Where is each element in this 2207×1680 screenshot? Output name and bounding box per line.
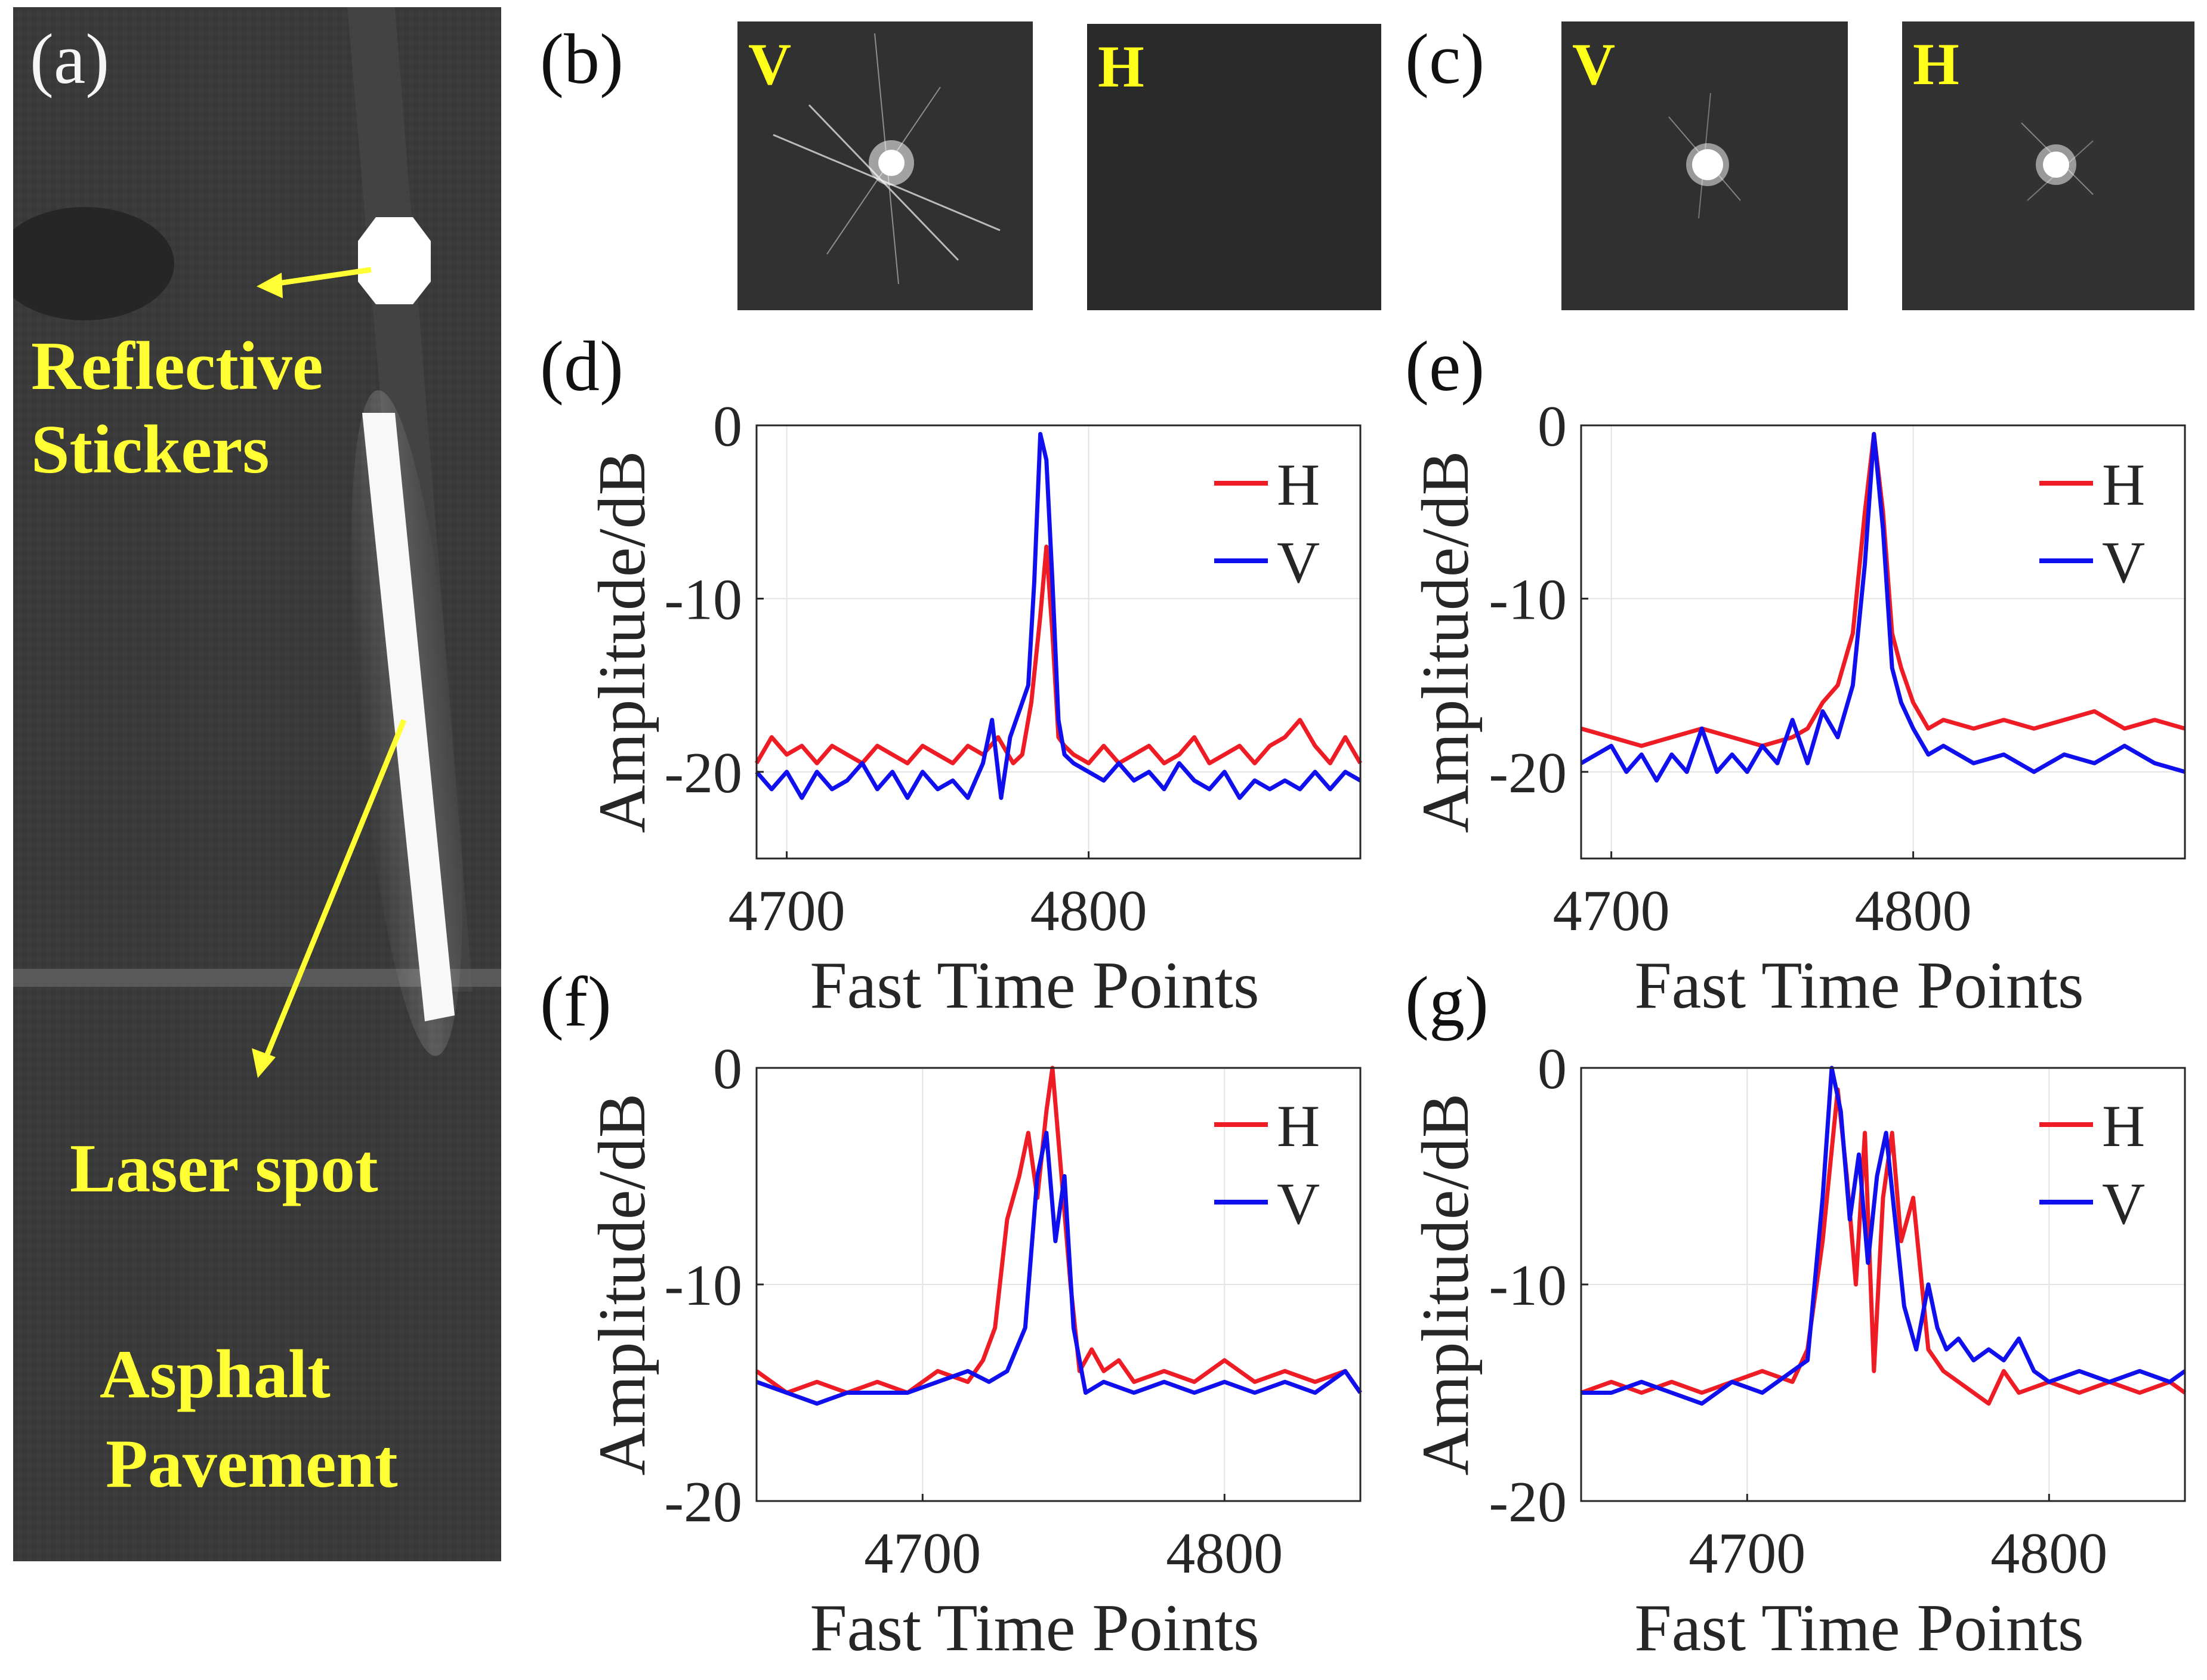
annotation-asphalt-2: Pavement (106, 1426, 398, 1502)
thumbnail-b-h-label: H (1098, 33, 1144, 100)
panel-label-g: (g) (1405, 962, 1489, 1041)
thumbnail-c-v: V (1561, 21, 1848, 310)
series-line-v (755, 432, 1362, 800)
legend-label-h: H (1277, 1093, 1320, 1159)
tick-label-x: 4800 (1166, 1521, 1283, 1586)
tick-label-y: -10 (1489, 1253, 1567, 1318)
axes-box (1580, 424, 2186, 860)
panel-label-b: (b) (540, 19, 623, 98)
panel-label-f: (f) (540, 962, 612, 1041)
series-line-v (755, 1131, 1362, 1406)
tick-label-x: 4800 (1855, 879, 1972, 943)
series-line-h (1581, 432, 2186, 748)
thumbnail-c-h-label: H (1913, 31, 1959, 97)
legend-label-h: H (2102, 1093, 2145, 1159)
tick-label-y: -20 (664, 741, 742, 805)
dark-shadow (13, 207, 174, 320)
tick-label-x: 4800 (1990, 1521, 2107, 1586)
tick-label-x: 4700 (1689, 1521, 1805, 1586)
tick-label-y: 0 (1538, 394, 1567, 459)
legend-label-v: V (1277, 529, 1320, 595)
thumbnail-b-v-label: V (748, 31, 792, 97)
thumbnail-c-v-label: V (1572, 31, 1616, 97)
tick-label-x: 4700 (729, 879, 845, 943)
axis-label-x: Fast Time Points (810, 949, 1259, 1023)
tick-label-y: -20 (1489, 1470, 1567, 1534)
tick-label-y: 0 (713, 1037, 742, 1101)
series-line-v (1581, 1066, 2187, 1406)
chart-d: 4700 4800 0 -10 -20 Fast Time Points Amplitude… (585, 394, 1363, 1023)
legend-label-h: H (2102, 452, 2145, 518)
chart-f: 4700 4800 0 -10 -20 Fast Time Points Amplitude… (585, 1037, 1362, 1665)
tick-label-x: 4700 (1553, 879, 1670, 943)
axis-label-y: Amplitude/dB (585, 1094, 659, 1476)
axis-label-x: Fast Time Points (1634, 1591, 2083, 1665)
axis-label-x: Fast Time Points (1634, 949, 2083, 1023)
thumbnail-b-v: V (737, 21, 1033, 310)
thumbnail-c-h: H (1902, 21, 2194, 310)
tick-label-y: -10 (664, 567, 742, 632)
legend-label-h: H (1277, 452, 1320, 518)
series-line-v (1580, 432, 2186, 783)
axis-label-y: Amplitude/dB (1409, 451, 1483, 833)
panel-label-d: (d) (540, 326, 623, 406)
tick-label-y: -10 (1489, 567, 1567, 632)
annotation-asphalt-1: Asphalt (100, 1336, 331, 1413)
axes-box (755, 424, 1362, 860)
laser-arrow (261, 719, 407, 1064)
tick-label-x: 4700 (864, 1521, 981, 1586)
axis-label-y: Amplitude/dB (585, 451, 659, 833)
annotation-reflective-2: Stickers (31, 412, 270, 488)
series-line-h (1580, 1087, 2187, 1406)
reflective-arrow (269, 267, 372, 288)
tick-label-x: 4800 (1030, 879, 1147, 943)
tick-label-y: -20 (1489, 741, 1567, 805)
chart-g: 4700 4800 0 -10 -20 Fast Time Points Amplitude… (1409, 1037, 2187, 1665)
axis-label-x: Fast Time Points (810, 1591, 1259, 1665)
legend-label-v: V (2102, 529, 2145, 595)
legend-label-v: V (2102, 1171, 2145, 1237)
tick-label-y: -10 (664, 1253, 742, 1318)
panel-label-a: (a) (30, 19, 110, 98)
tick-label-y: 0 (1538, 1037, 1567, 1101)
annotation-reflective-1: Reflective (31, 328, 323, 404)
panel-label-c: (c) (1405, 19, 1485, 98)
thumbnail-b-h: H (1087, 24, 1381, 310)
photo-panel-a: Reflective Stickers Laser spot Asphalt P… (13, 7, 501, 1561)
panel-label-e: (e) (1405, 326, 1485, 406)
tick-label-y: -20 (664, 1470, 742, 1534)
chart-e: 4700 4800 0 -10 -20 Fast Time Points Amplitude… (1409, 394, 2186, 1023)
axis-label-y: Amplitude/dB (1409, 1094, 1483, 1476)
annotation-laser-spot: Laser spot (70, 1131, 378, 1207)
tick-label-y: 0 (713, 394, 742, 459)
reflective-sticker (358, 217, 431, 304)
series-line-h (754, 544, 1363, 765)
legend-label-v: V (1277, 1171, 1320, 1237)
